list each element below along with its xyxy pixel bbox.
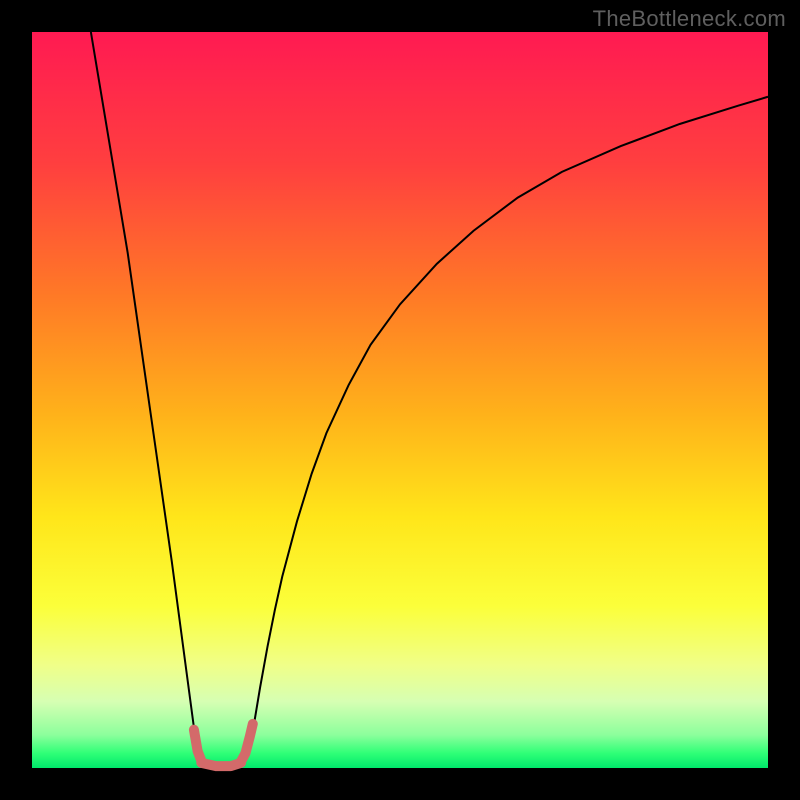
watermark-text: TheBottleneck.com xyxy=(593,6,786,32)
v-curve-line xyxy=(91,32,768,768)
chart-frame: TheBottleneck.com xyxy=(0,0,800,800)
bottleneck-curve xyxy=(32,32,768,768)
highlight-left xyxy=(194,730,201,761)
highlight-right xyxy=(241,724,253,762)
plot-area xyxy=(32,32,768,768)
highlight-base xyxy=(201,763,241,766)
